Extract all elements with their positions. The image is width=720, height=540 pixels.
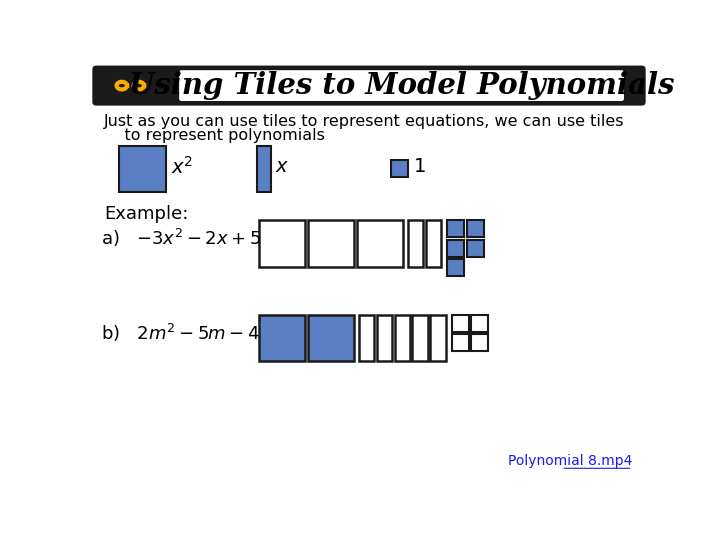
FancyBboxPatch shape [92,65,646,106]
Bar [259,315,305,361]
Bar [431,315,446,361]
Bar [395,315,410,361]
Text: Polynomial 8.mp4: Polynomial 8.mp4 [508,454,632,468]
Bar [467,240,484,256]
Text: b)   $2m^2 - 5m - 4$: b) $2m^2 - 5m - 4$ [101,322,259,344]
Bar [452,315,469,332]
Bar [413,315,428,361]
Text: $x^2$: $x^2$ [171,156,194,178]
Text: Example:: Example: [104,205,189,223]
Text: Using Tiles to Model Polynomials: Using Tiles to Model Polynomials [129,71,675,100]
Bar [472,334,488,351]
Text: to represent polynomials: to represent polynomials [104,128,325,143]
Bar [467,220,484,237]
Bar [259,220,305,267]
Text: $x$: $x$ [275,158,289,176]
Bar [408,220,423,267]
Bar [472,315,488,332]
Bar [120,146,166,192]
Bar [447,240,464,256]
Bar [452,334,469,351]
FancyBboxPatch shape [179,70,624,101]
Bar [447,259,464,276]
Bar [426,220,441,267]
Bar [359,315,374,361]
Text: Just as you can use tiles to represent equations, we can use tiles: Just as you can use tiles to represent e… [104,114,624,129]
Text: $1$: $1$ [413,158,426,176]
Bar [447,220,464,237]
Bar [377,315,392,361]
Bar [307,220,354,267]
Bar [256,146,271,192]
Text: a)   $-3x^2 - 2x + 5$: a) $-3x^2 - 2x + 5$ [101,227,261,249]
Bar [307,315,354,361]
Bar [391,160,408,177]
Bar [356,220,403,267]
